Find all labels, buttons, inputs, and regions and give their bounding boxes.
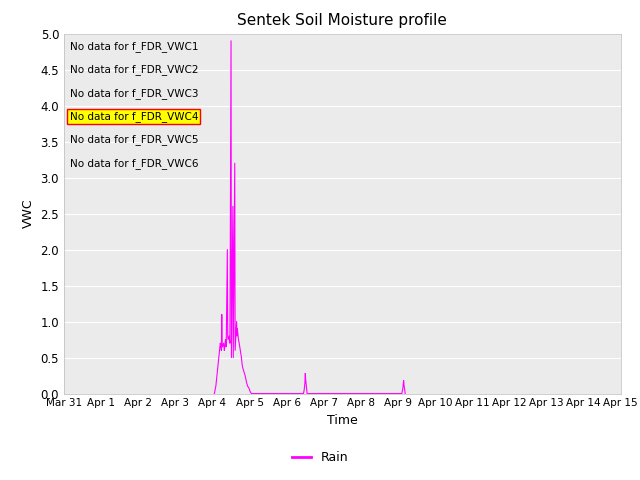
Text: No data for f_FDR_VWC6: No data for f_FDR_VWC6 [70, 158, 198, 168]
Title: Sentek Soil Moisture profile: Sentek Soil Moisture profile [237, 13, 447, 28]
Text: No data for f_FDR_VWC5: No data for f_FDR_VWC5 [70, 134, 198, 145]
Text: No data for f_FDR_VWC2: No data for f_FDR_VWC2 [70, 64, 198, 75]
X-axis label: Time: Time [327, 414, 358, 427]
Legend: Rain: Rain [287, 446, 353, 469]
Text: No data for f_FDR_VWC4: No data for f_FDR_VWC4 [70, 111, 198, 122]
Text: No data for f_FDR_VWC1: No data for f_FDR_VWC1 [70, 41, 198, 52]
Y-axis label: VWC: VWC [22, 199, 35, 228]
Text: No data for f_FDR_VWC3: No data for f_FDR_VWC3 [70, 87, 198, 98]
